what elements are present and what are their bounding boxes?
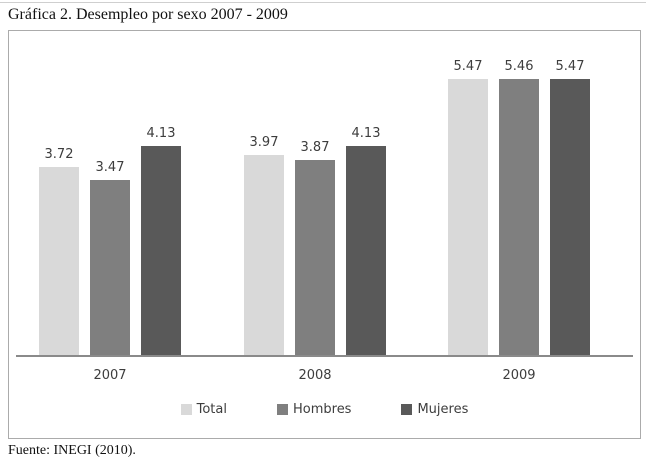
bar-mujeres-2007	[141, 146, 181, 355]
bar-total-2009	[448, 79, 488, 355]
bar-total-2007	[39, 167, 79, 355]
bar-group-2007: 3.72 3.47 4.13	[39, 126, 181, 355]
chart-frame: 3.72 3.47 4.13 3.97 3.87 4.13 5.47 5.46 5.47 Tot…	[8, 30, 641, 439]
x-axis-label-2007: 2007	[93, 368, 127, 383]
bar-cell-total-2009: 5.47	[448, 59, 488, 355]
bar-group-2008: 3.97 3.87 4.13	[244, 126, 386, 355]
legend-swatch-icon	[180, 404, 192, 415]
bar-cell-hombres-2009: 5.46	[499, 59, 539, 355]
chart-title: Gráfica 2. Desempleo por sexo 2007 - 200…	[8, 6, 288, 23]
bar-hombres-2008	[295, 160, 335, 355]
bar-cell-total-2008: 3.97	[244, 135, 284, 355]
bar-cell-hombres-2008: 3.87	[295, 140, 335, 355]
chart-legend: Total Hombres Mujeres	[9, 402, 640, 417]
bar-total-2008	[244, 155, 284, 355]
bar-group-2009: 5.47 5.46 5.47	[448, 59, 590, 355]
top-divider	[0, 2, 646, 3]
bar-cell-mujeres-2009: 5.47	[550, 59, 590, 355]
x-axis-label-2009: 2009	[502, 368, 536, 383]
bar-cell-total-2007: 3.72	[39, 147, 79, 355]
bar-cell-hombres-2007: 3.47	[90, 160, 130, 355]
legend-swatch-icon	[401, 404, 413, 415]
bar-value-label: 3.97	[249, 135, 279, 150]
bar-value-label: 4.13	[351, 126, 381, 141]
legend-item-total: Total	[180, 402, 227, 417]
bar-value-label: 4.13	[146, 126, 176, 141]
legend-swatch-icon	[276, 404, 288, 415]
bar-hombres-2009	[499, 79, 539, 355]
bar-hombres-2007	[90, 180, 130, 355]
bar-value-label: 3.72	[44, 147, 74, 162]
x-axis-label-2008: 2008	[298, 368, 332, 383]
bar-value-label: 5.47	[555, 59, 585, 74]
bar-cell-mujeres-2008: 4.13	[346, 126, 386, 355]
bar-value-label: 5.46	[504, 59, 534, 74]
legend-item-mujeres: Mujeres	[401, 402, 468, 417]
legend-item-hombres: Hombres	[276, 402, 352, 417]
bar-value-label: 3.47	[95, 160, 125, 175]
bar-mujeres-2009	[550, 79, 590, 355]
legend-label: Hombres	[292, 402, 352, 417]
bar-cell-mujeres-2007: 4.13	[141, 126, 181, 355]
legend-label: Total	[196, 402, 227, 417]
bar-mujeres-2008	[346, 146, 386, 355]
source-note: Fuente: INEGI (2010).	[8, 443, 136, 458]
x-axis-line	[16, 355, 633, 357]
bar-value-label: 3.87	[300, 140, 330, 155]
bar-value-label: 5.47	[453, 59, 483, 74]
legend-label: Mujeres	[417, 402, 469, 417]
